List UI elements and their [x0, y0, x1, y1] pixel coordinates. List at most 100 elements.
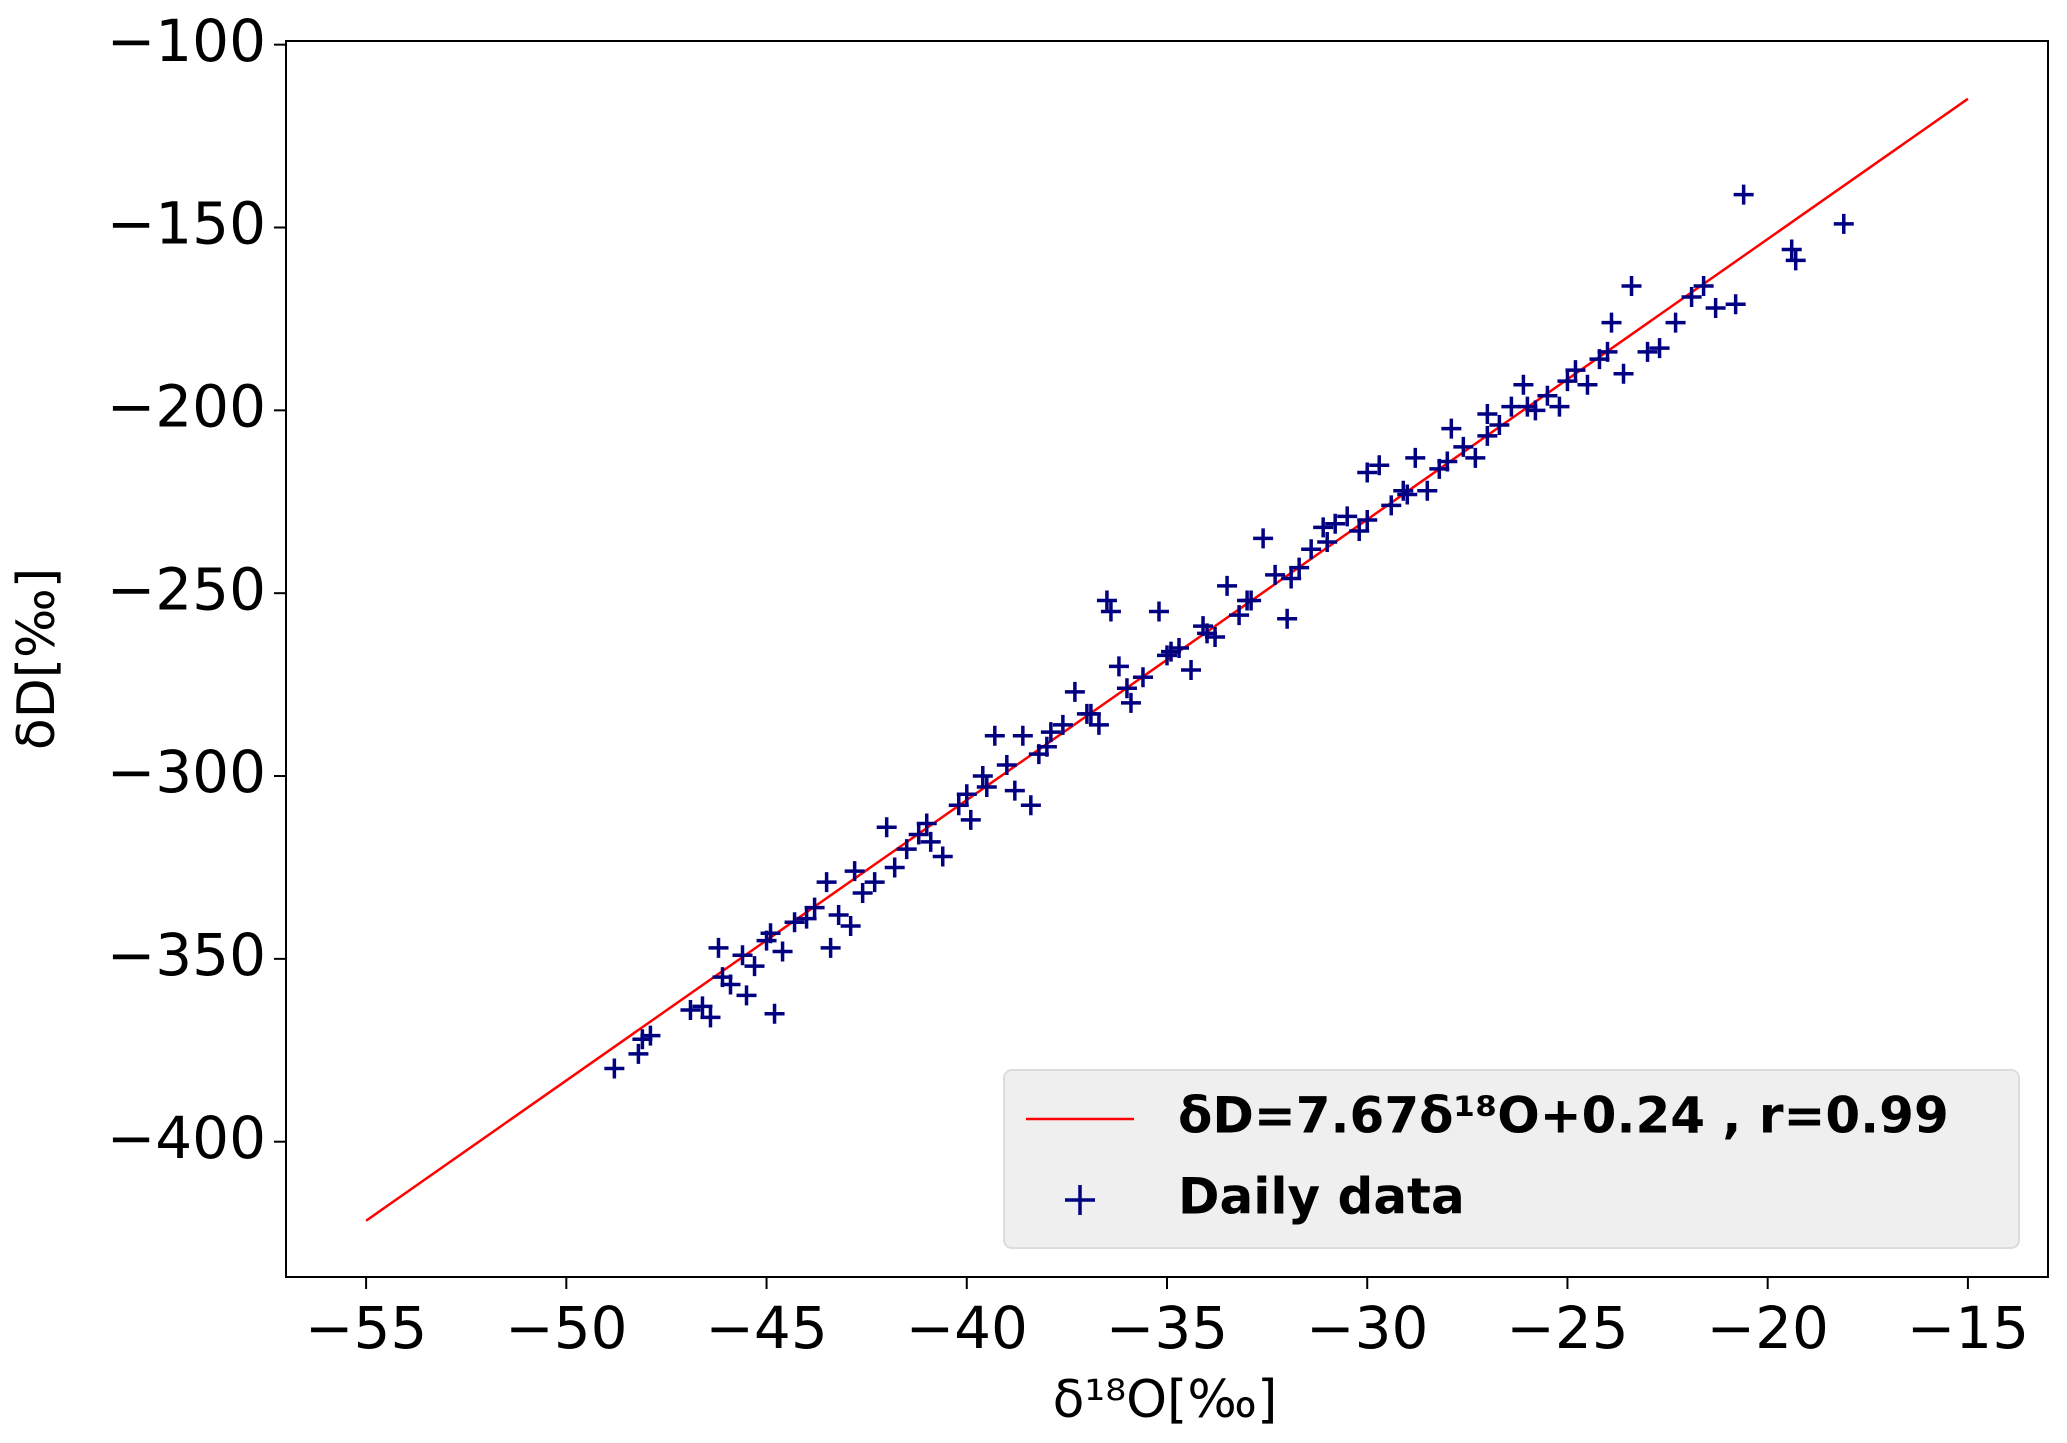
marker: [1549, 396, 1570, 417]
marker: [1397, 484, 1418, 505]
marker: [1781, 239, 1802, 260]
marker: [628, 1043, 649, 1064]
marker: [804, 897, 825, 918]
marker: [744, 956, 765, 977]
marker: [1621, 276, 1642, 297]
marker: [1393, 480, 1414, 501]
y-tick-label: −300: [107, 738, 266, 806]
marker: [1577, 374, 1598, 395]
marker: [1289, 557, 1310, 578]
marker: [956, 784, 977, 805]
y-axis-label: δD[‰]: [7, 568, 67, 750]
legend-label: Daily data: [1178, 1168, 1465, 1226]
marker: [840, 915, 861, 936]
marker: [1148, 601, 1169, 622]
marker: [1096, 590, 1117, 611]
marker: [1357, 462, 1378, 483]
marker: [1120, 692, 1141, 713]
marker: [1337, 506, 1358, 527]
marker: [1317, 531, 1338, 552]
marker: [1277, 608, 1298, 629]
marker: [604, 1058, 625, 1079]
x-tick-label: −55: [305, 1294, 427, 1362]
marker: [932, 846, 953, 867]
marker: [1477, 425, 1498, 446]
legend-swatch: [1065, 1185, 1095, 1215]
marker: [1217, 575, 1238, 596]
marker: [1349, 521, 1370, 542]
marker: [948, 795, 969, 816]
x-tick-label: −50: [505, 1294, 627, 1362]
marker: [864, 872, 885, 893]
marker: [692, 996, 713, 1017]
marker: [1537, 385, 1558, 406]
marker: [1785, 250, 1806, 271]
marker: [820, 937, 841, 958]
marker: [1489, 414, 1510, 435]
marker: [1417, 480, 1438, 501]
x-tick-label: −40: [906, 1294, 1028, 1362]
marker: [1004, 780, 1025, 801]
marker: [1108, 656, 1129, 677]
marker: [1020, 795, 1041, 816]
marker: [1681, 286, 1702, 307]
marker: [1513, 374, 1534, 395]
marker: [884, 857, 905, 878]
marker: [796, 908, 817, 929]
y-tick-label: −400: [107, 1104, 266, 1172]
x-tick-label: −30: [1306, 1294, 1428, 1362]
marker: [1181, 659, 1202, 680]
x-tick-label: −35: [1106, 1294, 1228, 1362]
y-tick-label: −250: [107, 555, 266, 623]
marker: [772, 941, 793, 962]
marker: [1100, 601, 1121, 622]
marker: [1453, 436, 1474, 457]
marker: [1229, 605, 1250, 626]
marker: [960, 809, 981, 830]
marker: [764, 1003, 785, 1024]
marker: [1157, 645, 1177, 666]
marker: [1517, 396, 1538, 417]
y-tick-label: −350: [107, 921, 266, 989]
marker: [1565, 360, 1586, 381]
marker: [1637, 341, 1658, 362]
marker: [1441, 418, 1462, 439]
marker: [700, 1007, 721, 1028]
marker: [1649, 338, 1670, 359]
marker: [1012, 725, 1033, 746]
marker: [1357, 510, 1378, 531]
marker: [996, 755, 1017, 776]
marker: [1197, 623, 1218, 644]
marker: [920, 831, 941, 852]
marker: [640, 1025, 661, 1046]
marker: [908, 824, 929, 845]
marker: [1613, 363, 1634, 384]
marker: [1325, 513, 1346, 534]
marker: [1693, 276, 1714, 297]
marker: [1313, 517, 1334, 538]
marker: [1601, 312, 1622, 333]
marker: [1437, 451, 1458, 472]
marker: [1040, 722, 1061, 743]
marker: [1064, 681, 1085, 702]
marker: [784, 912, 805, 933]
marker: [1665, 312, 1686, 333]
x-tick-label: −20: [1706, 1294, 1828, 1362]
marker: [976, 776, 997, 797]
marker: [876, 817, 897, 838]
marker: [984, 725, 1005, 746]
marker: [828, 904, 849, 925]
marker: [1405, 447, 1426, 468]
y-tick-label: −150: [107, 190, 266, 258]
marker: [1301, 539, 1322, 560]
marker: [1705, 297, 1726, 318]
marker: [916, 813, 937, 834]
x-tick-label: −15: [1907, 1294, 2029, 1362]
marker: [1253, 528, 1274, 549]
y-tick-label: −200: [107, 372, 266, 440]
marker: [1465, 447, 1486, 468]
marker: [680, 1000, 701, 1021]
marker: [852, 883, 873, 904]
marker: [1052, 714, 1073, 735]
